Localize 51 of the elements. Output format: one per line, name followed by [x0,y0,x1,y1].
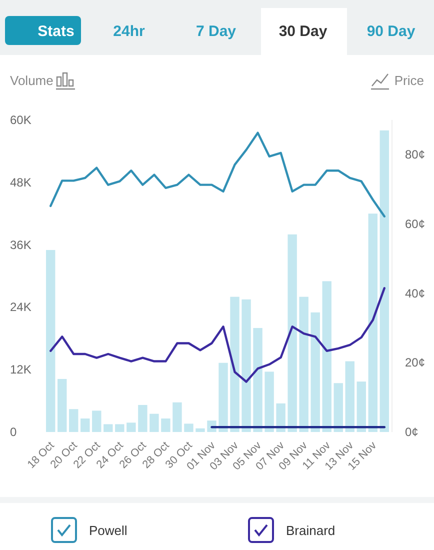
bar [380,130,389,432]
bar [218,362,228,432]
bar [58,378,67,432]
bar [299,296,308,432]
bar [138,404,148,432]
y2-tick-label: 80¢ [405,148,426,162]
bar [322,281,332,432]
y-tick-label: 0 [10,425,17,439]
y-tick-label: 60K [10,113,32,127]
bar [368,214,378,432]
line-series [50,132,386,218]
y2-tick-label: 0¢ [405,425,418,439]
bar [276,403,286,432]
y2-tick-label: 60¢ [405,217,426,231]
bar [184,424,194,432]
legend-label: Powell [89,523,128,538]
bar [356,382,366,432]
bar [161,418,170,432]
bar [242,299,251,432]
bar [69,409,78,432]
bar [230,296,240,432]
bar [80,418,90,432]
bar [172,402,182,432]
bar [264,372,274,432]
y-tick-label: 36K [10,238,32,252]
bar [126,422,136,432]
text: 24hr [113,23,146,40]
text: 7 Day [196,23,237,40]
bar [253,328,262,432]
bar [288,234,297,432]
legend-label: Brainard [286,523,336,538]
y-axis-title: Volume [10,73,54,88]
y2-tick-label: 20¢ [405,356,426,370]
text: Stats [38,23,74,40]
bar [92,410,102,432]
bar [104,424,113,432]
bar [345,361,354,432]
bar [310,312,320,432]
bar [115,424,124,432]
bar [46,250,56,432]
bar [150,414,159,432]
text: 90 Day [366,23,416,40]
y-tick-label: 12K [10,362,32,377]
line-series [50,287,386,383]
y-tick-label: 24K [10,300,32,314]
bar [334,383,343,432]
y2-tick-label: 40¢ [405,286,426,300]
text: 30 Day [278,23,328,40]
bar [196,428,205,432]
y-tick-label: 48K [10,175,32,190]
y2-axis-title: Price [394,73,424,88]
